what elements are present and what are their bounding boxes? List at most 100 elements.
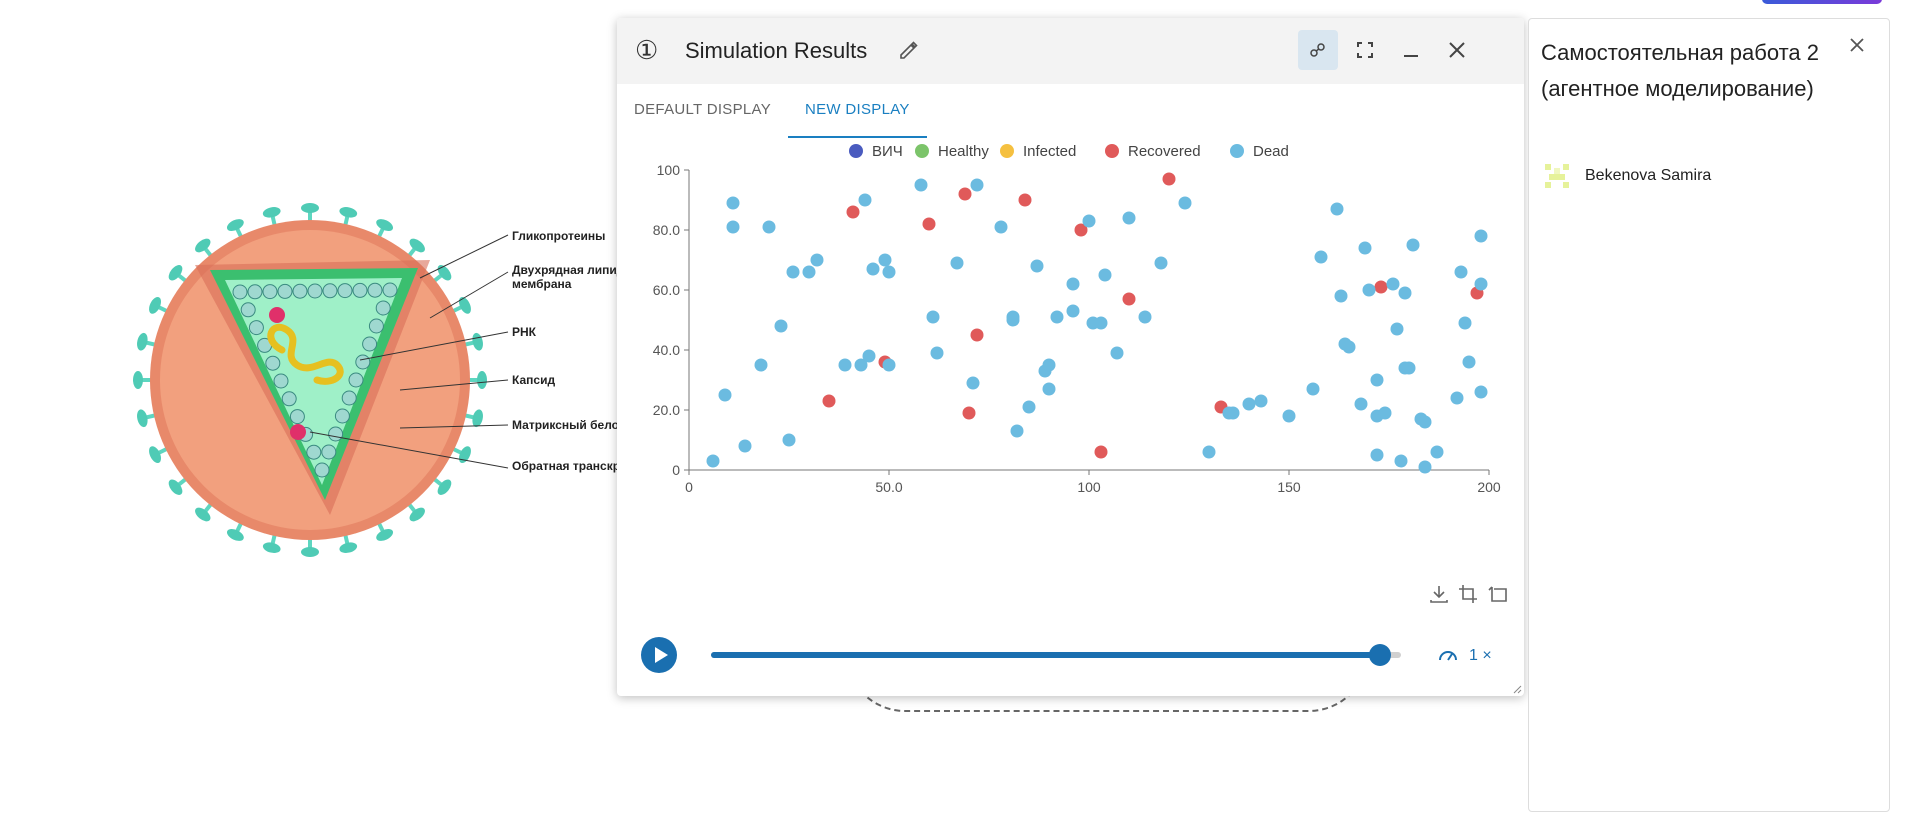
data-point[interactable]: [1006, 313, 1020, 327]
data-point[interactable]: [846, 205, 860, 219]
data-point[interactable]: [1358, 241, 1372, 255]
data-point[interactable]: [994, 220, 1008, 234]
data-point[interactable]: [970, 328, 984, 342]
data-point[interactable]: [754, 358, 768, 372]
legend-label[interactable]: Recovered: [1128, 143, 1201, 160]
data-point[interactable]: [1394, 454, 1408, 468]
data-point[interactable]: [1162, 172, 1176, 186]
data-point[interactable]: [1050, 310, 1064, 324]
data-point[interactable]: [738, 439, 752, 453]
author-name[interactable]: Bekenova Samira: [1585, 167, 1712, 184]
data-point[interactable]: [1178, 196, 1192, 210]
data-point[interactable]: [1474, 229, 1488, 243]
data-point[interactable]: [858, 193, 872, 207]
data-point[interactable]: [1098, 268, 1112, 282]
data-point[interactable]: [1418, 415, 1432, 429]
download-icon[interactable]: [1428, 583, 1450, 605]
data-point[interactable]: [882, 265, 896, 279]
data-point[interactable]: [1202, 445, 1216, 459]
data-point[interactable]: [1066, 277, 1080, 291]
edit-pencil-icon[interactable]: [897, 38, 921, 62]
data-point[interactable]: [1370, 373, 1384, 387]
legend-marker[interactable]: [1230, 144, 1244, 158]
data-point[interactable]: [782, 433, 796, 447]
legend-label[interactable]: Infected: [1023, 143, 1076, 160]
data-point[interactable]: [1474, 277, 1488, 291]
data-point[interactable]: [1390, 322, 1404, 336]
crop-icon[interactable]: [1457, 583, 1479, 605]
data-point[interactable]: [930, 346, 944, 360]
data-point[interactable]: [1314, 250, 1328, 264]
data-point[interactable]: [966, 376, 980, 390]
side-close-icon[interactable]: [1847, 35, 1867, 55]
data-point[interactable]: [1374, 280, 1388, 294]
data-point[interactable]: [802, 265, 816, 279]
tab-new-display[interactable]: NEW DISPLAY: [788, 84, 927, 138]
data-point[interactable]: [1226, 406, 1240, 420]
legend-label[interactable]: Healthy: [938, 143, 989, 160]
play-button[interactable]: [641, 637, 677, 673]
data-point[interactable]: [1330, 202, 1344, 216]
legend-label[interactable]: Dead: [1253, 143, 1289, 160]
data-point[interactable]: [1418, 460, 1432, 474]
data-point[interactable]: [1474, 385, 1488, 399]
legend-marker[interactable]: [1105, 144, 1119, 158]
fullscreen-button[interactable]: [1345, 30, 1385, 70]
data-point[interactable]: [838, 358, 852, 372]
close-button[interactable]: [1437, 30, 1477, 70]
tab-default-display[interactable]: DEFAULT DISPLAY: [634, 101, 772, 118]
data-point[interactable]: [822, 394, 836, 408]
data-point[interactable]: [1398, 286, 1412, 300]
data-point[interactable]: [1334, 289, 1348, 303]
data-point[interactable]: [1378, 406, 1392, 420]
legend-marker[interactable]: [1000, 144, 1014, 158]
data-point[interactable]: [950, 256, 964, 270]
data-point[interactable]: [1010, 424, 1024, 438]
data-point[interactable]: [1362, 283, 1376, 297]
playback-slider[interactable]: [711, 644, 1401, 666]
top-right-button[interactable]: [1762, 0, 1882, 4]
data-point[interactable]: [866, 262, 880, 276]
speed-icon[interactable]: [1437, 645, 1459, 667]
data-point[interactable]: [774, 319, 788, 333]
data-point[interactable]: [1122, 211, 1136, 225]
data-point[interactable]: [1094, 316, 1108, 330]
data-point[interactable]: [726, 220, 740, 234]
data-point[interactable]: [1122, 292, 1136, 306]
data-point[interactable]: [958, 187, 972, 201]
data-point[interactable]: [922, 217, 936, 231]
data-point[interactable]: [1074, 223, 1088, 237]
playback-slider-thumb[interactable]: [1369, 644, 1392, 666]
data-point[interactable]: [1042, 382, 1056, 396]
data-point[interactable]: [970, 178, 984, 192]
data-point[interactable]: [1406, 238, 1420, 252]
data-point[interactable]: [1402, 361, 1416, 375]
legend-marker[interactable]: [915, 144, 929, 158]
data-point[interactable]: [1030, 259, 1044, 273]
data-point[interactable]: [914, 178, 928, 192]
panel-header[interactable]: ① Simulation Results: [617, 18, 1524, 84]
data-point[interactable]: [1138, 310, 1152, 324]
minimize-button[interactable]: [1391, 30, 1431, 70]
data-point[interactable]: [1282, 409, 1296, 423]
data-point[interactable]: [1254, 394, 1268, 408]
data-point[interactable]: [1110, 346, 1124, 360]
data-point[interactable]: [706, 454, 720, 468]
data-point[interactable]: [1022, 400, 1036, 414]
data-point[interactable]: [926, 310, 940, 324]
data-point[interactable]: [1306, 382, 1320, 396]
data-point[interactable]: [1370, 448, 1384, 462]
data-point[interactable]: [878, 253, 892, 267]
data-point[interactable]: [1342, 340, 1356, 354]
data-point[interactable]: [1450, 391, 1464, 405]
data-point[interactable]: [862, 349, 876, 363]
data-point[interactable]: [1430, 445, 1444, 459]
data-point[interactable]: [1094, 445, 1108, 459]
data-point[interactable]: [718, 388, 732, 402]
legend-label[interactable]: ВИЧ: [872, 143, 903, 160]
data-point[interactable]: [882, 358, 896, 372]
speed-label[interactable]: 1 ×: [1469, 647, 1492, 664]
data-point[interactable]: [786, 265, 800, 279]
data-point[interactable]: [1018, 193, 1032, 207]
data-point[interactable]: [1082, 214, 1096, 228]
